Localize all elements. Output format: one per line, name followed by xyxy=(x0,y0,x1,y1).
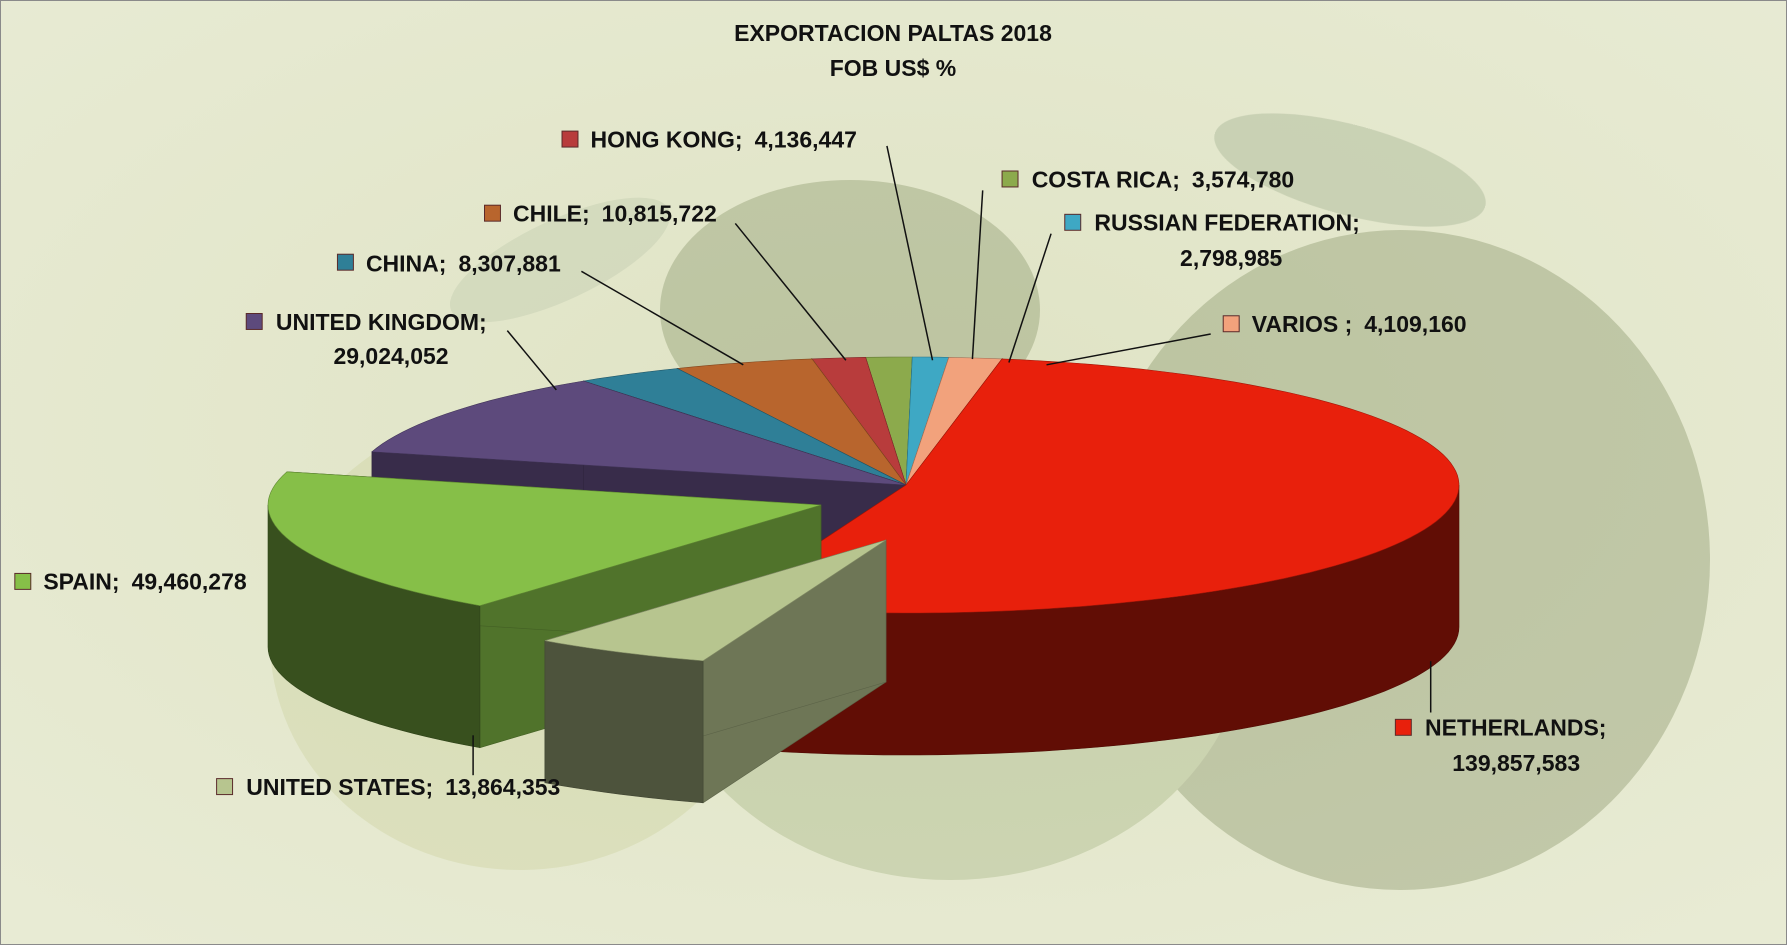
leader-line xyxy=(506,330,557,391)
data-label-name: CHINA; xyxy=(366,251,447,277)
data-label-value: 2,798,985 xyxy=(1180,245,1283,271)
data-label: COSTA RICA; 3,574,780 xyxy=(1032,166,1295,192)
data-label-value: 4,109,160 xyxy=(1364,311,1466,337)
chart-title: EXPORTACION PALTAS 2018 xyxy=(734,20,1052,46)
label-key xyxy=(561,130,579,148)
slice-top xyxy=(722,358,1460,614)
data-label: SPAIN; 49,460,278 xyxy=(43,569,247,595)
data-label-name: VARIOS ; xyxy=(1252,311,1353,337)
data-label-value: 8,307,881 xyxy=(458,251,561,277)
label-key xyxy=(1394,718,1412,736)
slice-top xyxy=(583,368,907,486)
leader-line xyxy=(971,190,984,360)
data-label-name: UNITED STATES; xyxy=(246,774,433,800)
data-label-name: CHILE; xyxy=(513,201,590,227)
leader-line xyxy=(581,270,744,366)
label-key xyxy=(245,313,263,330)
data-label-value: 49,460,278 xyxy=(132,569,247,595)
data-label: CHILE; 10,815,722 xyxy=(513,201,717,227)
label-key xyxy=(216,778,234,796)
data-label-name: HONG KONG; xyxy=(591,126,743,152)
leader-line xyxy=(1008,233,1052,363)
data-label-name: RUSSIAN FEDERATION; xyxy=(1094,210,1359,236)
slice-wall xyxy=(544,640,704,804)
leader-line xyxy=(886,145,934,361)
leader-line xyxy=(734,222,847,361)
chart-subtitle: FOB US$ % xyxy=(830,55,957,81)
data-label-name: NETHERLANDS; xyxy=(1425,715,1606,741)
data-label-value: 13,864,353 xyxy=(445,774,560,800)
data-label-value: 139,857,583 xyxy=(1452,750,1580,776)
label-key xyxy=(336,253,354,271)
slice-top xyxy=(371,380,907,486)
data-label-value: 4,136,447 xyxy=(755,126,857,152)
data-label: HONG KONG; 4,136,447 xyxy=(591,126,857,152)
slice-top xyxy=(544,539,887,662)
label-key xyxy=(1001,170,1019,188)
slice-top xyxy=(676,358,907,486)
data-label-value: 29,024,052 xyxy=(333,343,448,369)
data-label: CHINA; 8,307,881 xyxy=(366,251,561,277)
data-label-value: 3,574,780 xyxy=(1192,166,1294,192)
label-key xyxy=(1222,315,1240,333)
data-label: UNITED STATES; 13,864,353 xyxy=(246,774,560,800)
data-label-name: COSTA RICA; xyxy=(1032,166,1180,192)
data-label-name: UNITED KINGDOM; xyxy=(276,309,487,335)
label-key xyxy=(484,204,501,222)
data-label-name: SPAIN; xyxy=(43,569,119,595)
data-label: VARIOS ; 4,109,160 xyxy=(1252,311,1467,337)
label-key xyxy=(1064,213,1082,231)
slice-top xyxy=(267,471,822,607)
leader-line xyxy=(1046,333,1211,366)
label-key xyxy=(14,572,32,590)
data-label-value: 10,815,722 xyxy=(602,201,717,227)
